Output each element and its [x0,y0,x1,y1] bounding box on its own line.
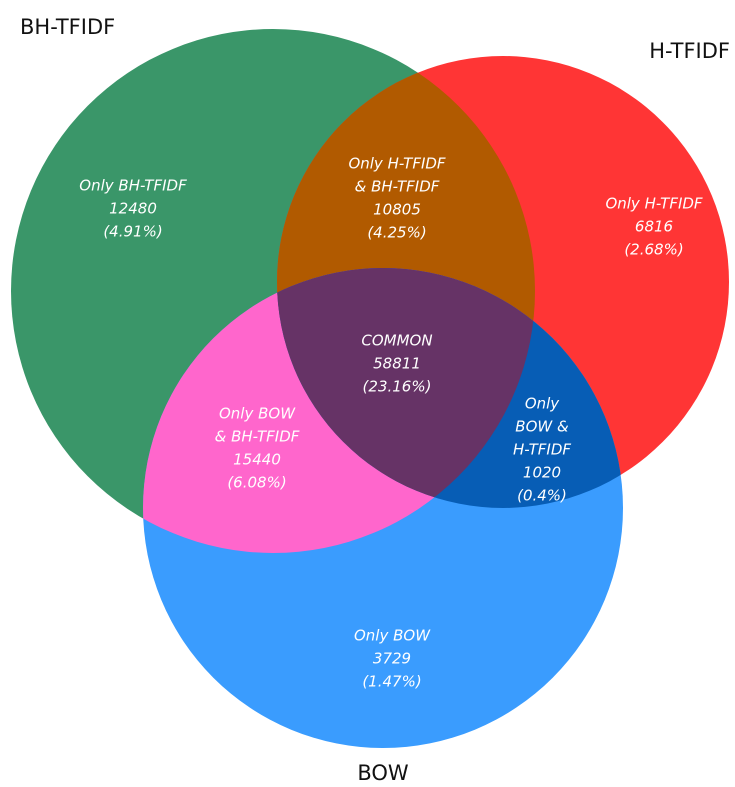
set-label: BH-TFIDF [20,15,115,39]
region-label: 58811 [373,355,421,373]
region-label: Only H-TFIDF [348,155,445,173]
region-label: 1020 [523,464,561,482]
region-label: Only BH-TFIDF [79,177,187,195]
region-label: Only [525,395,560,413]
region-label: 6816 [635,218,673,236]
region-label: Only BOW [219,405,296,423]
region-label: (2.68%) [624,241,683,259]
region-label: (0.4%) [517,487,567,505]
region-label: 3729 [373,650,411,668]
region-label: (6.08%) [227,474,286,492]
set-label: H-TFIDF [649,39,730,63]
region-label: 10805 [373,201,421,219]
region-label: BOW & [515,418,569,436]
region-label: & BH-TFIDF [355,178,440,196]
region-label: Only BOW [354,627,431,645]
region-label: Only H-TFIDF [605,195,702,213]
region-label: (1.47%) [362,673,421,691]
region-label: (4.25%) [367,224,426,242]
common-group [277,268,535,508]
region-label: (23.16%) [363,378,432,396]
region-label: 12480 [109,200,157,218]
region-label: & BH-TFIDF [215,428,300,446]
region-label: COMMON [361,332,432,350]
region-label: (4.91%) [103,223,162,241]
region-label: H-TFIDF [513,441,571,459]
intersection [277,268,535,508]
set-label: BOW [357,761,409,785]
region-label: 15440 [233,451,281,469]
